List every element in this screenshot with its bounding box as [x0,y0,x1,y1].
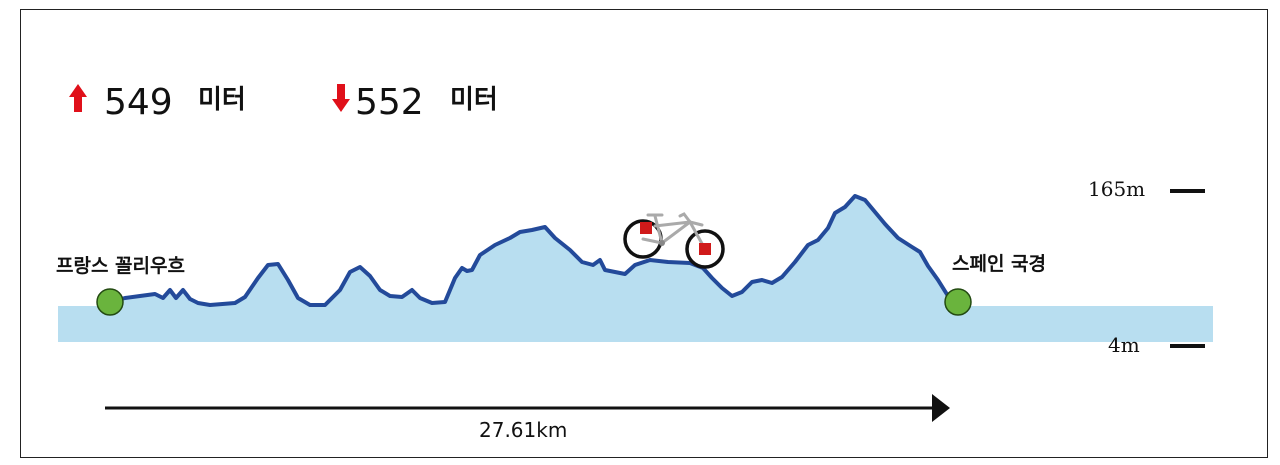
ascent-stat: 549 미터 [69,82,246,123]
end-point [944,288,972,316]
scale-min-label: 4m [1108,333,1140,357]
descent-unit: 미터 [450,85,498,115]
start-label: 프랑스 꼴리우흐 [56,255,185,277]
profile-line [108,194,960,307]
distance-arrow [105,394,950,422]
start-point [96,288,124,316]
ascent-value: 549 [104,82,173,123]
arrow-down-icon [332,84,350,112]
bicycle-icon [623,212,725,269]
scale-max-label: 165m [1088,177,1145,201]
descent-value: 552 [355,82,424,123]
descent-stat: 552 미터 [332,82,498,123]
arrow-up-icon [69,84,87,112]
ascent-unit: 미터 [198,85,246,115]
distance-label: 27.61km [479,418,567,442]
diagram-frame [20,9,1268,458]
end-label: 스페인 국경 [952,253,1046,275]
